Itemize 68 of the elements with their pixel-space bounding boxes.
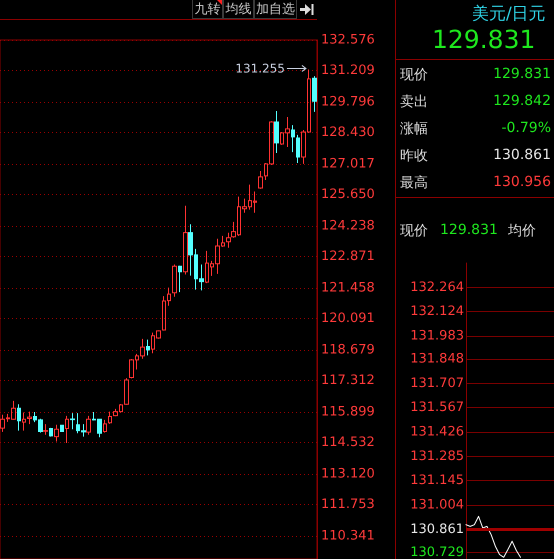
- y-tick-label: 113.120: [321, 466, 375, 482]
- text: 昨收: [400, 147, 428, 165]
- y-tick-label: 131.209: [321, 62, 375, 78]
- y-tick-label: 121.458: [321, 280, 375, 296]
- annotation: 131.255: [235, 61, 285, 76]
- candlestick: [43, 424, 48, 436]
- text: 最高: [400, 174, 428, 192]
- y-tick-label: 125.650: [321, 186, 375, 202]
- text: 129.831: [493, 66, 551, 82]
- text: -0.79%: [501, 120, 551, 136]
- y-tick-label: 131.707: [410, 376, 464, 391]
- y-tick-label: 111.753: [321, 496, 375, 512]
- candlestick: [86, 415, 91, 436]
- text: 九转: [192, 0, 223, 19]
- y-tick-label: 127.017: [321, 156, 375, 172]
- y-tick-label: 130.729: [410, 544, 464, 559]
- candlestick: [70, 412, 75, 430]
- candlestick: [274, 110, 279, 154]
- text: 130.956: [493, 174, 551, 190]
- text: 现价: [400, 222, 428, 240]
- text: 美元/日元: [472, 3, 546, 25]
- candlestick: [65, 415, 69, 444]
- candlestick: [17, 404, 21, 432]
- y-tick-label: 131.145: [410, 472, 464, 488]
- y-tick-label: 131.567: [410, 400, 464, 416]
- text: 加自选: [254, 0, 297, 19]
- y-tick-label: 131.983: [410, 328, 464, 344]
- y-tick-label: 122.871: [321, 248, 375, 264]
- text: 均线: [223, 0, 254, 19]
- y-tick-label: 115.899: [321, 404, 375, 420]
- candlestick: [103, 419, 107, 434]
- text: 卖出: [400, 93, 428, 111]
- text: 129.831: [432, 25, 536, 54]
- text: 现价: [400, 66, 428, 84]
- y-tick-label: 129.796: [321, 94, 375, 110]
- candlestick: [146, 339, 150, 356]
- y-tick-label: 131.426: [410, 424, 464, 440]
- candlestick: [172, 264, 177, 298]
- candlestick: [258, 170, 263, 190]
- candlestick: [178, 265, 182, 293]
- candlestick: [54, 424, 59, 442]
- candlestick: [49, 427, 53, 438]
- candlestick: [296, 134, 300, 164]
- y-tick-label: 132.124: [410, 304, 464, 319]
- text: 均价: [508, 222, 536, 240]
- y-tick-label: 118.679: [321, 342, 375, 358]
- y-tick-label: 130.861: [410, 522, 464, 537]
- text: 130.861: [493, 147, 551, 163]
- y-tick-label: 120.091: [321, 310, 375, 326]
- line-series: [466, 516, 521, 558]
- candlestick: [312, 76, 317, 112]
- y-tick-label: 117.312: [321, 372, 375, 388]
- y-tick-label: 131.285: [410, 448, 464, 464]
- y-tick-label: 128.430: [321, 124, 375, 140]
- y-tick-label: 131.004: [410, 497, 464, 512]
- y-tick-label: 124.238: [321, 218, 375, 234]
- candlestick: [60, 424, 64, 432]
- text: 129.842: [493, 93, 551, 109]
- candlestick: [183, 205, 188, 275]
- candlestick: [108, 411, 112, 424]
- y-tick-label: 132.576: [321, 32, 375, 48]
- y-tick-label: 110.341: [321, 528, 375, 544]
- candlestick: [291, 124, 295, 153]
- y-tick-label: 132.264: [410, 280, 464, 295]
- y-tick-label: 114.532: [321, 434, 375, 450]
- text: 涨幅: [400, 120, 428, 138]
- y-tick-label: 131.848: [410, 352, 464, 367]
- text: 129.831: [440, 222, 498, 238]
